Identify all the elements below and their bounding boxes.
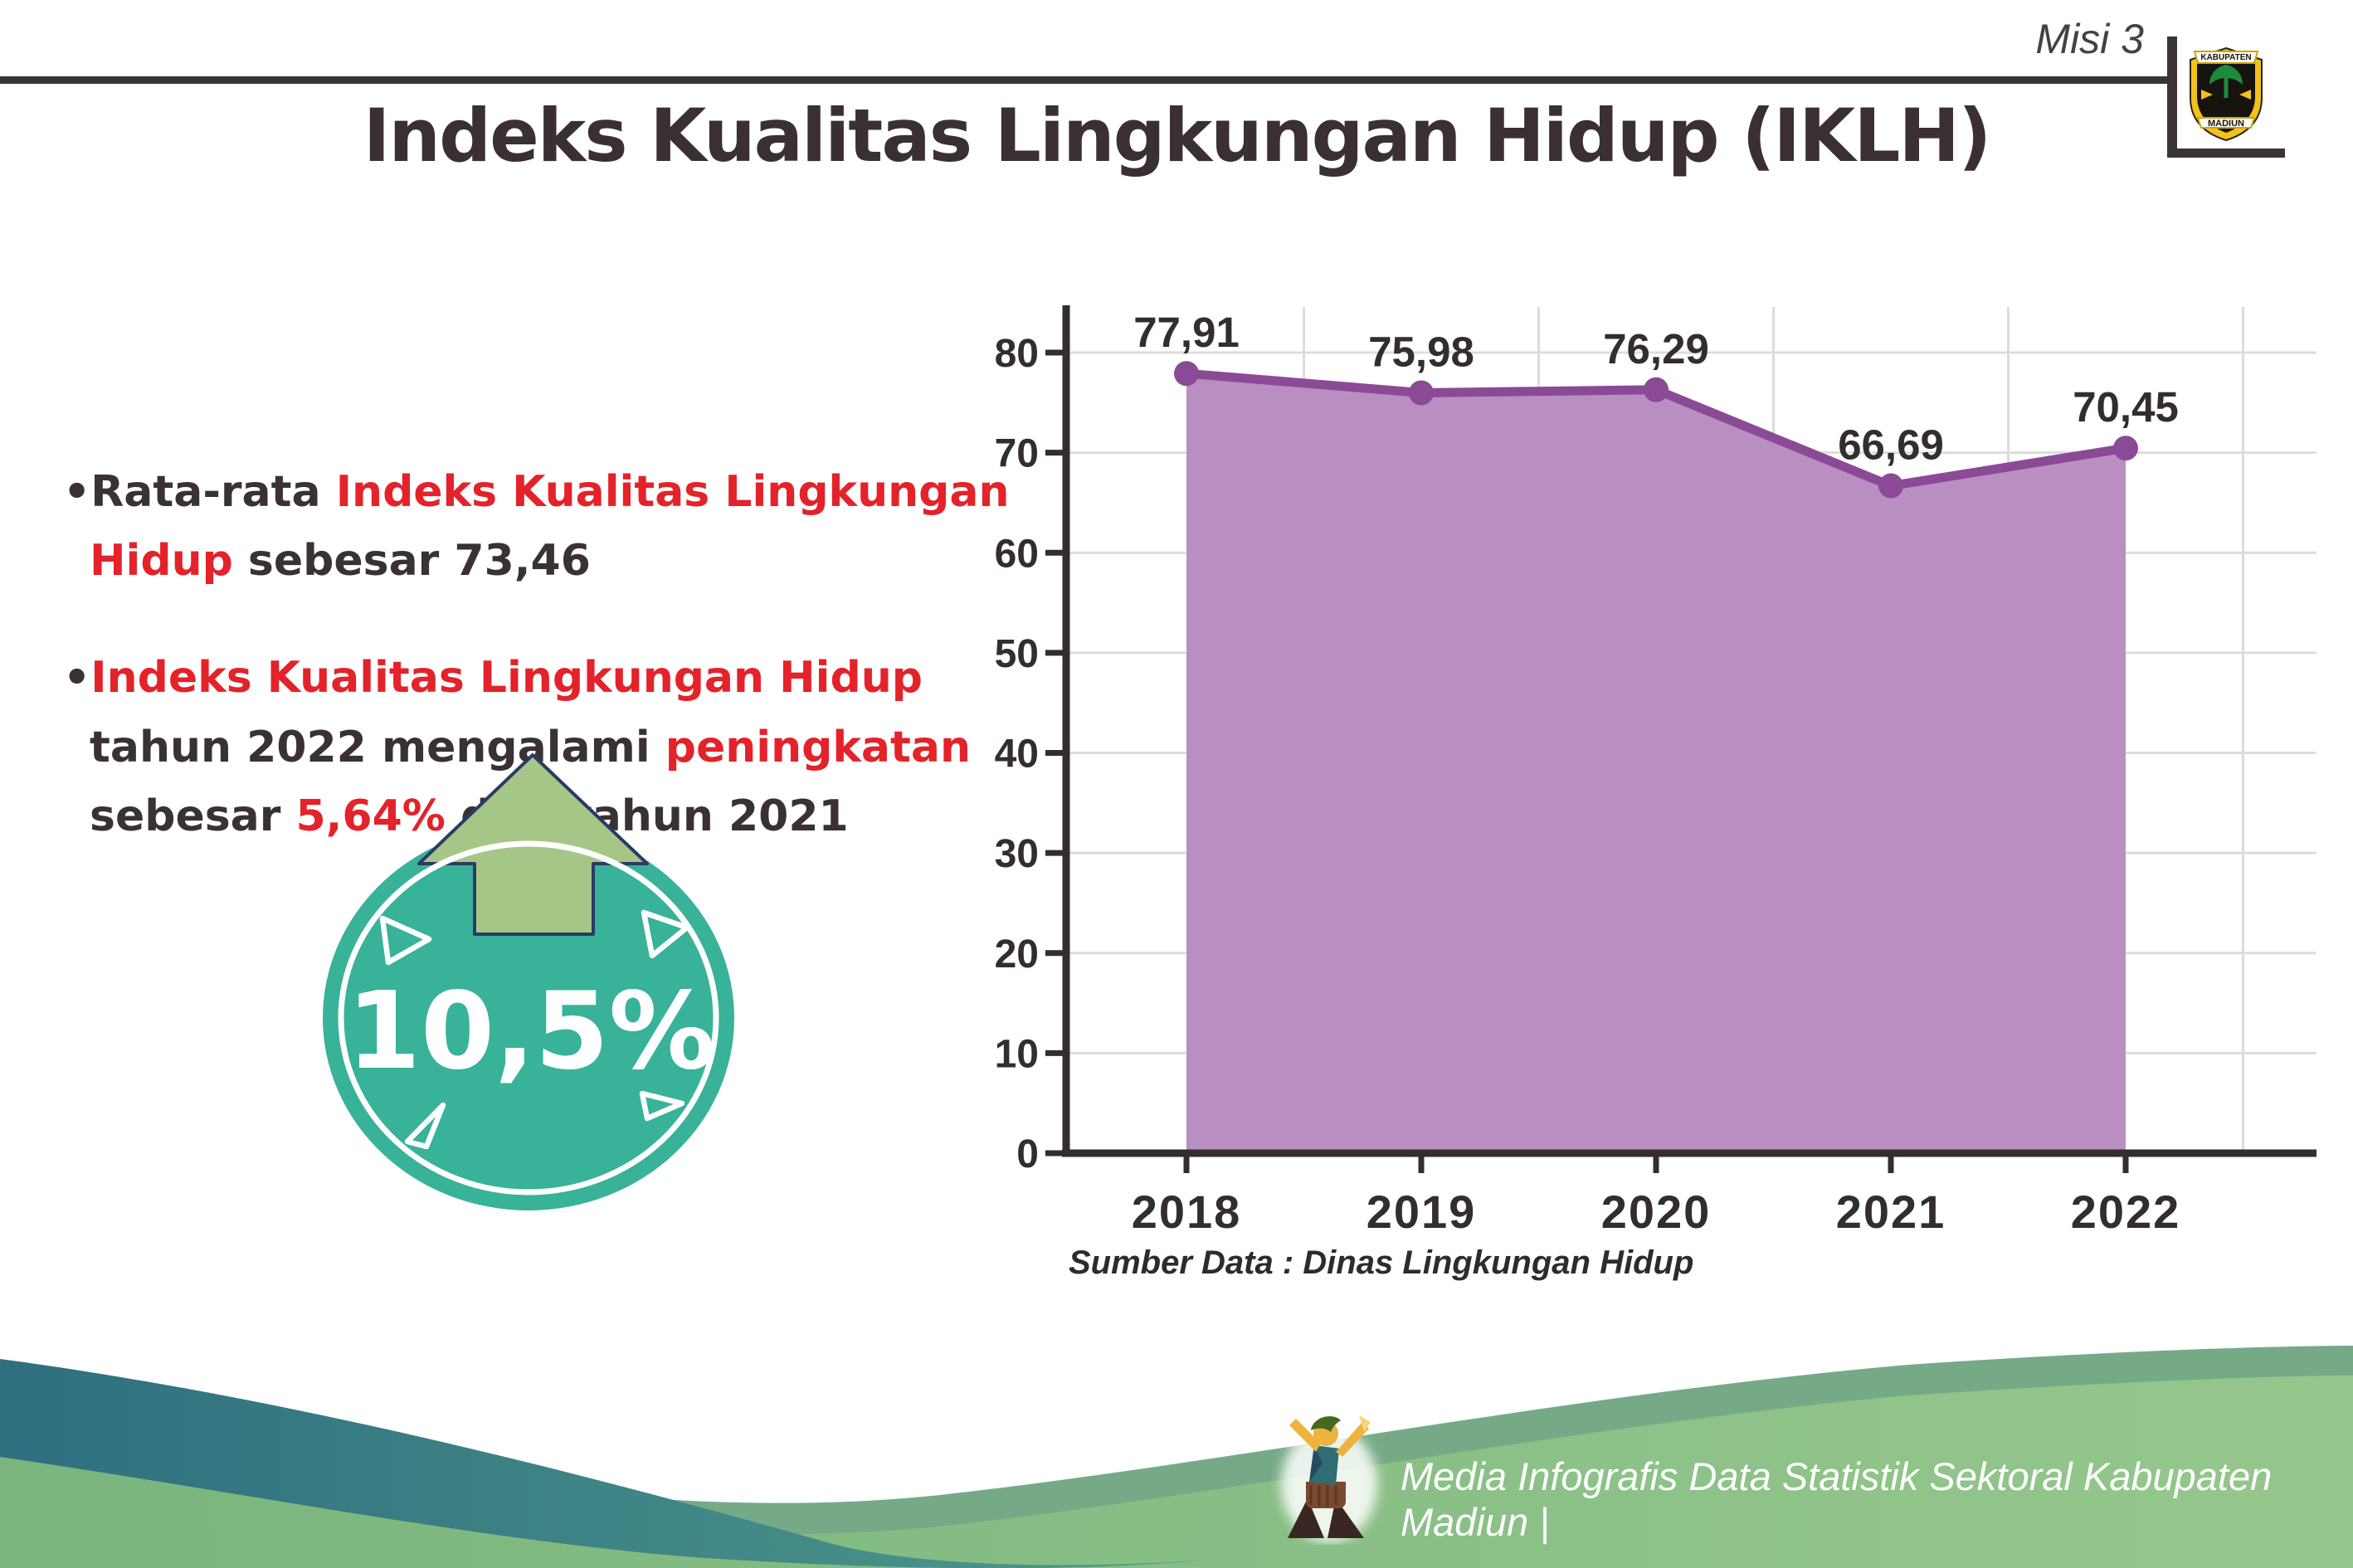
header-rule	[0, 76, 2167, 84]
ticks	[1045, 349, 2129, 1173]
data-point	[1409, 380, 1434, 406]
bullet-item: •Rata-rata Indeks Kualitas Lingkungan Hi…	[63, 458, 1034, 596]
logo-bracket-vertical	[2167, 37, 2177, 158]
data-point	[2113, 436, 2138, 461]
x-tick-label: 2021	[1836, 1186, 1946, 1238]
text-segment: 5,64%	[295, 791, 446, 841]
y-tick-label: 10	[995, 1032, 1039, 1076]
y-tick-label: 80	[995, 332, 1039, 376]
axes	[1062, 305, 2316, 1157]
text-segment: sebesar 73,46	[232, 536, 591, 587]
text-segment: sebesar	[90, 791, 296, 841]
markers	[1174, 361, 2138, 499]
x-tick-labels: 2018 2019 2020 2021 2022	[1132, 1186, 2181, 1238]
iklh-area-chart: 0 10 20 30 40 50 60 70 80 2018 2019 2020 2021 2022 77,…	[954, 299, 2353, 1336]
text-segment: Indeks Kualitas Lingkungan Hidup	[90, 467, 1010, 587]
page-title: Indeks Kualitas Lingkungan Hidup (IKLH)	[363, 93, 1992, 178]
y-tick-label: 60	[995, 532, 1039, 576]
y-tick-label: 50	[995, 632, 1039, 676]
x-tick-label: 2018	[1132, 1186, 1242, 1238]
value-label: 76,29	[1603, 325, 1709, 373]
y-tick-label: 40	[995, 733, 1039, 777]
kabupaten-madiun-logo: KABUPATEN MADIUN	[2185, 41, 2268, 144]
bullet-list: •Rata-rata Indeks Kualitas Lingkungan Hi…	[63, 458, 1034, 899]
crest-icon: KABUPATEN MADIUN	[2190, 46, 2263, 142]
value-labels: 77,91 75,98 76,29 66,69 70,45	[1133, 309, 2179, 468]
badge-circle	[323, 825, 734, 1210]
data-point	[1644, 377, 1669, 402]
badge-spark-triangles	[379, 909, 690, 1150]
y-tick-label: 20	[995, 933, 1039, 976]
x-tick-label: 2022	[2071, 1186, 2181, 1238]
badge-value: 10,5%	[347, 970, 715, 1093]
value-label: 77,91	[1133, 309, 1240, 356]
logo-top-banner: KABUPATEN	[2200, 53, 2251, 62]
bullet-dot: •	[63, 467, 91, 517]
text-segment: peningkatan	[665, 722, 971, 772]
y-tick-labels: 0 10 20 30 40 50 60 70 80	[995, 332, 1039, 1176]
text-segment: Indeks Kualitas Lingkungan Hidup	[90, 653, 923, 704]
source-note: Sumber Data : Dinas Lingkungan Hidup	[1069, 1244, 1694, 1281]
misi-label: Misi 3	[2035, 16, 2144, 62]
text-segment: tahun 2022 mengalami	[90, 722, 665, 772]
footer-waves	[0, 1346, 2353, 1568]
wave-green	[0, 1376, 2353, 1568]
logo-bracket-horizontal	[2167, 149, 2285, 158]
footer-credit: Media Infografis Data Statistik Sektoral…	[1401, 1454, 2273, 1544]
data-point	[1878, 473, 1903, 499]
value-label: 70,45	[2073, 383, 2179, 431]
text-segment: Rata-rata	[90, 467, 336, 517]
y-tick-label: 30	[995, 832, 1039, 876]
mascot-icon	[1281, 1415, 1377, 1542]
wave-teal	[0, 1359, 1211, 1568]
data-point	[1174, 361, 1199, 387]
logo-bottom-banner: MADIUN	[2208, 119, 2244, 129]
value-label: 75,98	[1368, 328, 1474, 375]
area-fill	[1186, 373, 2126, 1153]
increase-badge: 10,5%	[309, 726, 757, 1264]
bullet-dot: •	[63, 653, 91, 704]
x-tick-label: 2019	[1366, 1186, 1477, 1238]
x-tick-label: 2020	[1601, 1186, 1712, 1238]
y-tick-label: 0	[1016, 1132, 1039, 1176]
value-label: 66,69	[1838, 421, 1944, 469]
y-tick-label: 70	[995, 432, 1039, 476]
badge-ring	[338, 840, 719, 1195]
bullet-item: •Indeks Kualitas Lingkungan Hidup tahun …	[63, 644, 1034, 851]
